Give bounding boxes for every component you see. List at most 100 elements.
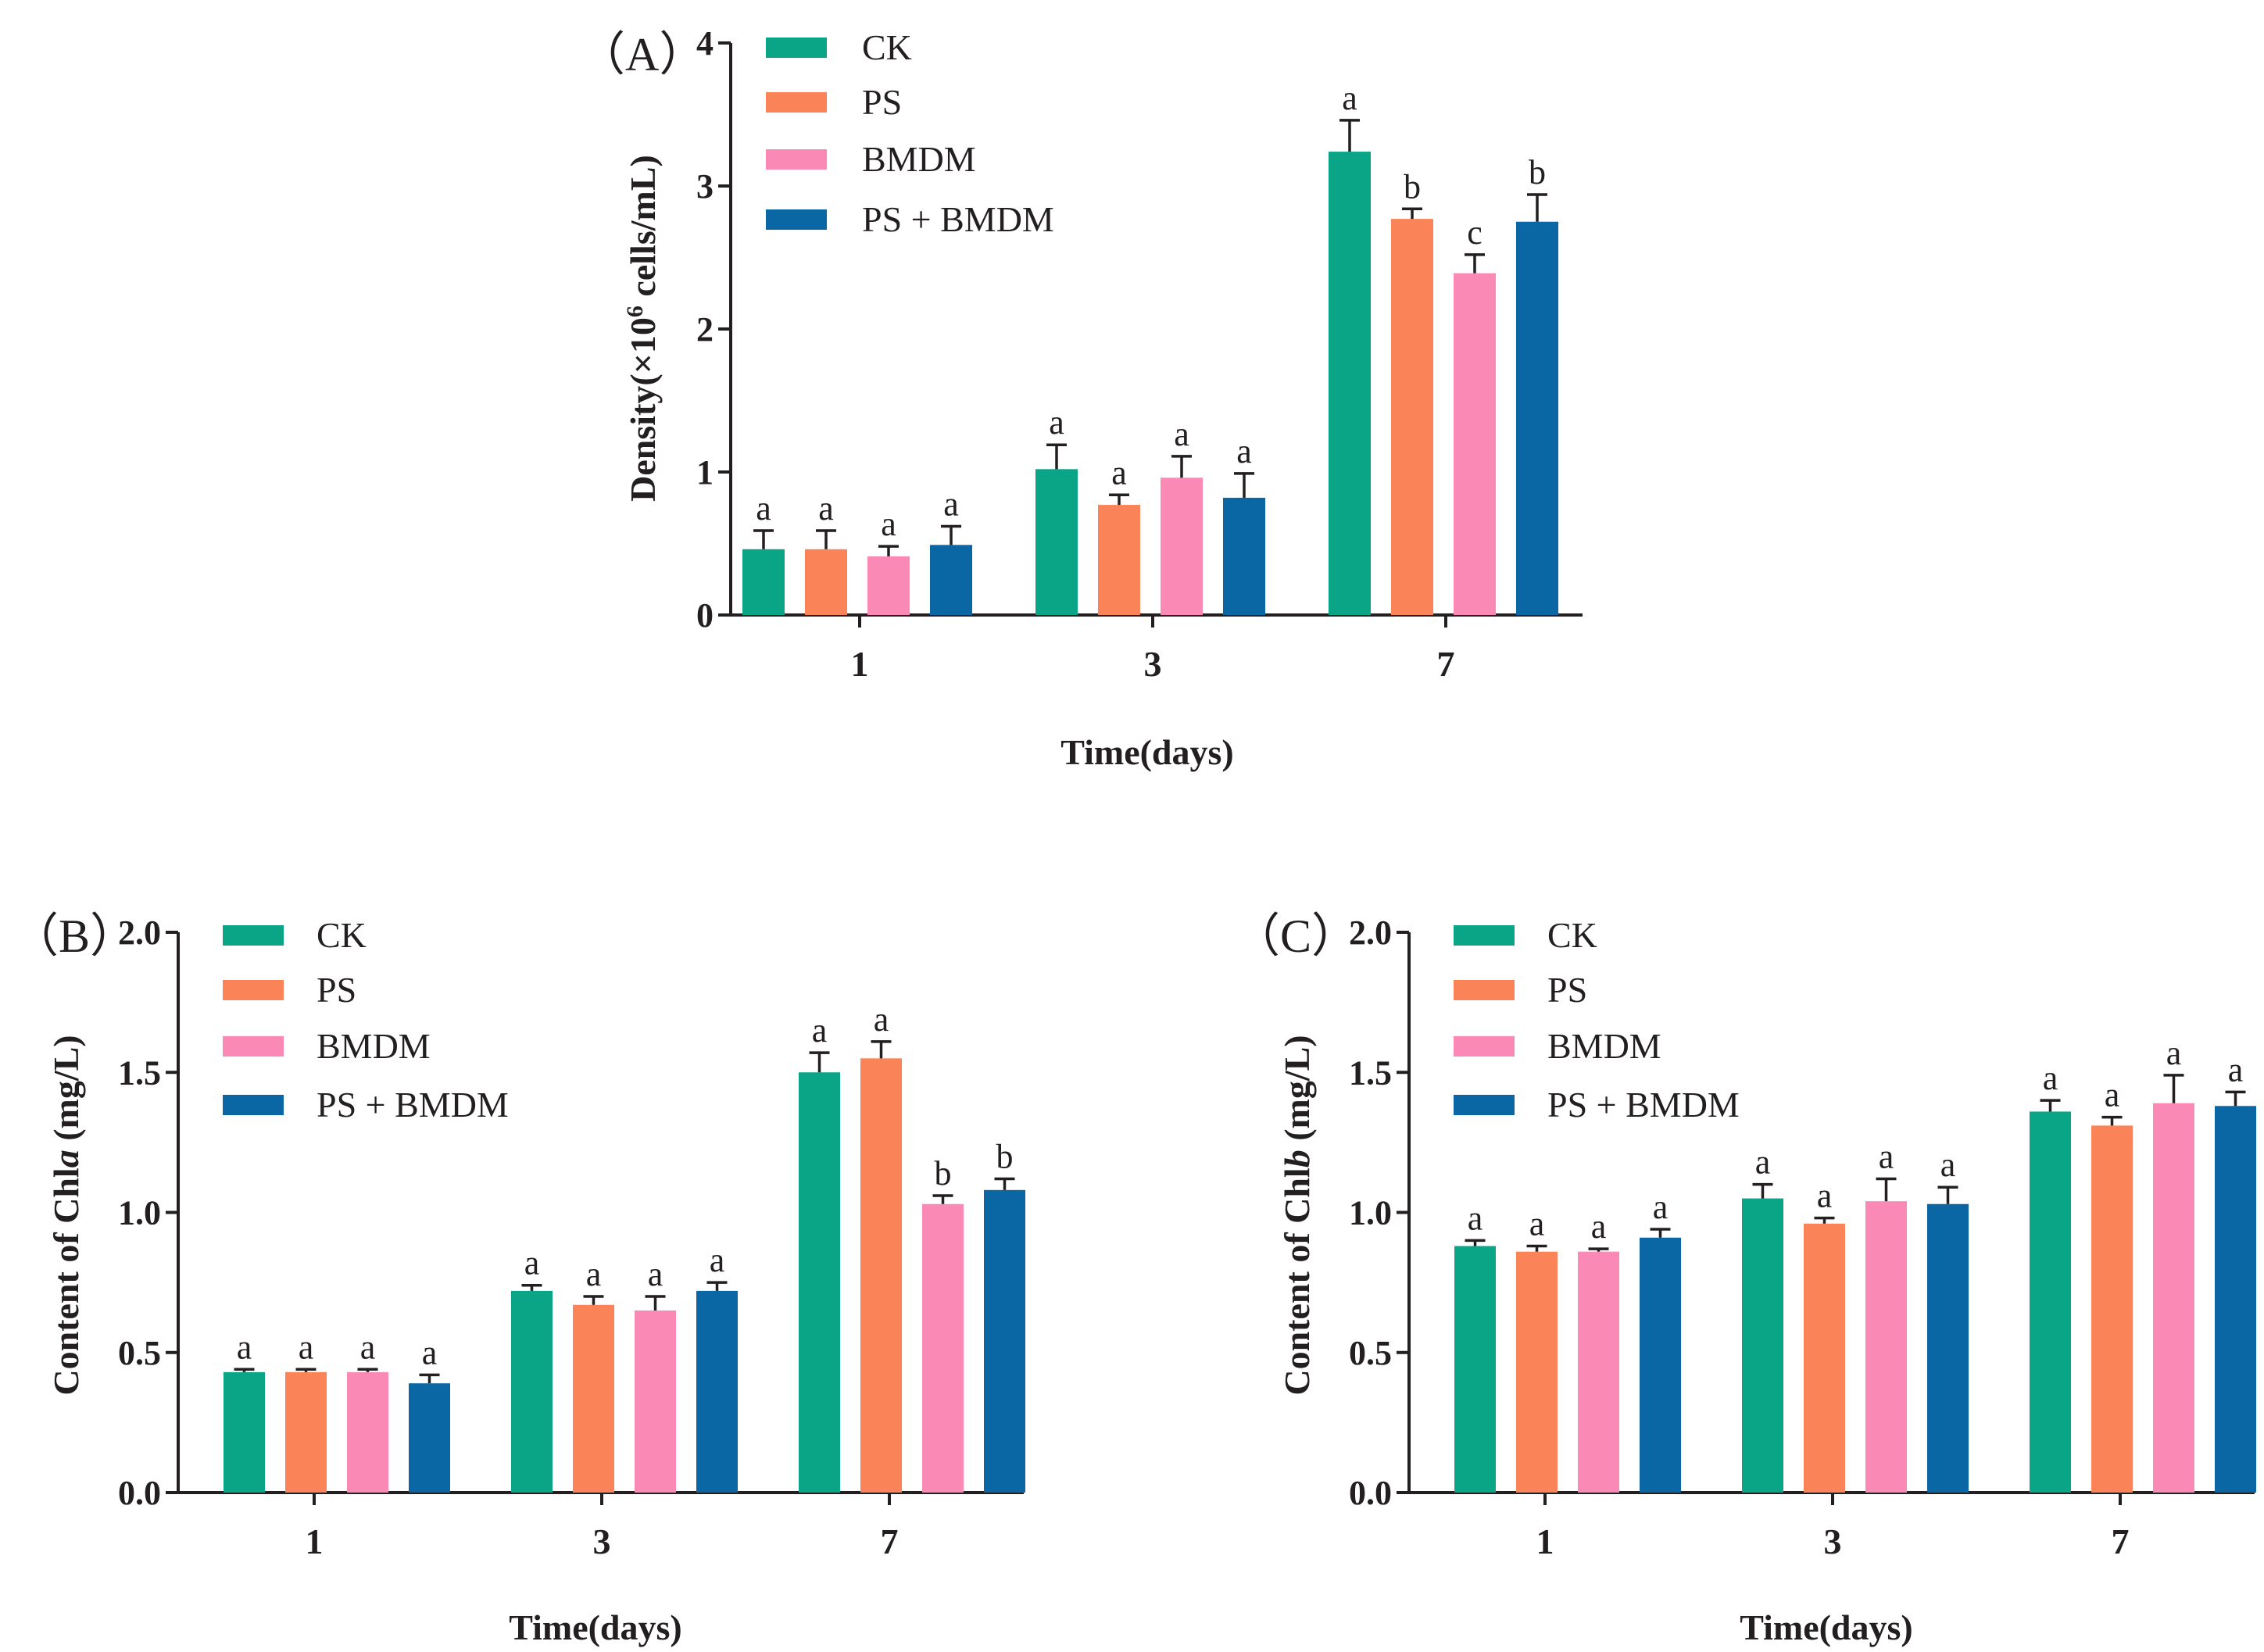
legend-label: CK (317, 915, 367, 955)
x-tick-label: 7 (1437, 644, 1455, 684)
legend-label: PS + BMDM (1547, 1085, 1740, 1125)
significance-label: b (935, 1154, 952, 1193)
bar (1454, 273, 1496, 615)
panel-label: （B） (12, 910, 137, 962)
y-tick-label: 1.5 (118, 1053, 161, 1092)
bar (1516, 1251, 1558, 1493)
bar (1161, 477, 1203, 615)
significance-label: a (1342, 79, 1357, 117)
bar (1640, 1237, 1681, 1493)
bar (1804, 1223, 1845, 1493)
significance-label: a (648, 1255, 663, 1293)
legend-swatch (1454, 1036, 1515, 1057)
legend-swatch (223, 980, 284, 1000)
bar (1454, 1246, 1496, 1493)
y-tick-label: 1.0 (1349, 1194, 1392, 1232)
significance-label: a (1755, 1143, 1771, 1182)
y-tick-label: 0.0 (1349, 1474, 1392, 1512)
legend-label: PS (317, 970, 356, 1010)
y-axis-title: Density(×106 cells/mL) (622, 155, 663, 502)
bar (1578, 1251, 1619, 1493)
panel-label: （A） (578, 29, 706, 80)
bar (1098, 505, 1140, 615)
significance-label: a (422, 1333, 438, 1371)
legend-label: BMDM (1547, 1026, 1661, 1066)
significance-label: a (812, 1011, 828, 1049)
bar (511, 1290, 553, 1493)
significance-label: a (299, 1328, 314, 1366)
x-axis-title: Time(days) (1060, 732, 1234, 772)
y-axis-title: Content of Chla (mg/L) (46, 1035, 86, 1395)
significance-label: a (1049, 403, 1064, 442)
legend-swatch (1454, 925, 1515, 946)
legend-swatch (223, 1036, 284, 1057)
bar (1391, 219, 1433, 615)
y-axis-title: Content of Chlb (mg/L) (1277, 1035, 1317, 1395)
significance-label: a (1111, 453, 1127, 492)
bar (1516, 221, 1558, 615)
x-tick-label: 3 (593, 1521, 611, 1561)
y-axis-title-part: (mg/L) (1277, 1035, 1317, 1150)
legend-label: CK (862, 27, 912, 67)
y-tick-label: 2 (696, 310, 714, 349)
legend-swatch (766, 209, 827, 230)
x-tick-label: 1 (851, 644, 869, 684)
significance-label: a (1940, 1146, 1956, 1184)
bar (1865, 1201, 1907, 1493)
chart-panel-c: （C） 0.0 0.5 1.0 1.5 2.0 1 3 7 Time(days) Content o… (1233, 910, 2256, 1647)
legend-swatch (1454, 1095, 1515, 1115)
bar (930, 545, 972, 615)
significance-label: b (996, 1137, 1014, 1175)
bar (2030, 1111, 2071, 1493)
significance-label: a (2105, 1076, 2120, 1114)
y-tick-label: 1 (696, 453, 714, 492)
significance-label: a (818, 489, 834, 527)
significance-label: c (1467, 213, 1483, 252)
significance-label: a (2228, 1050, 2244, 1089)
significance-label: a (1591, 1207, 1607, 1246)
x-tick-label: 3 (1824, 1521, 1842, 1561)
y-tick-label: 1.0 (118, 1194, 161, 1232)
significance-label: a (586, 1255, 602, 1293)
y-axis-title-part: 6 (622, 306, 648, 317)
y-tick-label: 3 (696, 167, 714, 206)
y-tick-label: 2.0 (1349, 914, 1392, 952)
legend-swatch (766, 92, 827, 113)
legend-label: CK (1547, 915, 1597, 955)
y-tick-label: 4 (696, 24, 714, 63)
bar (285, 1371, 327, 1493)
x-tick-label: 7 (881, 1521, 899, 1561)
x-tick-label: 1 (306, 1521, 324, 1561)
x-tick-label: 3 (1144, 644, 1162, 684)
bar (799, 1072, 840, 1493)
significance-label: a (756, 489, 771, 527)
y-axis-title-part: Content of Chl (1277, 1167, 1317, 1395)
legend-label: PS (1547, 970, 1587, 1010)
bar (1927, 1203, 1969, 1493)
bar (347, 1371, 388, 1493)
significance-label: a (1236, 432, 1252, 470)
chart-panel-a: （A） 0 1 2 3 4 1 3 7 Time(days) Density(×106 cells/… (578, 24, 1583, 772)
bar (1742, 1198, 1783, 1493)
significance-label: a (943, 485, 959, 524)
y-tick-label: 0 (696, 596, 714, 635)
bar (742, 549, 785, 615)
significance-label: a (1529, 1205, 1545, 1243)
significance-label: a (2166, 1034, 2182, 1072)
y-axis-title-part: b (1277, 1150, 1317, 1167)
y-tick-label: 0.0 (118, 1474, 161, 1512)
bar (1223, 497, 1265, 615)
significance-label: a (1817, 1177, 1833, 1215)
bar (860, 1058, 902, 1493)
panel-label: （C） (1233, 910, 1358, 962)
significance-label: a (2043, 1059, 2058, 1097)
y-tick-label: 1.5 (1349, 1053, 1392, 1092)
significance-label: b (1404, 167, 1421, 206)
bar (635, 1310, 676, 1493)
significance-label: a (1879, 1137, 1894, 1175)
bar (805, 549, 847, 615)
bar (2153, 1103, 2194, 1493)
significance-label: b (1529, 153, 1546, 191)
bar (2091, 1125, 2133, 1493)
